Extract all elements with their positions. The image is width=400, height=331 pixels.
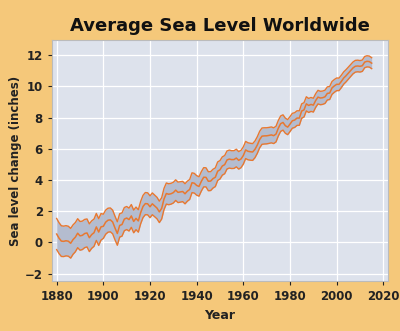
Title: Average Sea Level Worldwide: Average Sea Level Worldwide — [70, 18, 370, 35]
Y-axis label: Sea level change (inches): Sea level change (inches) — [9, 75, 22, 246]
X-axis label: Year: Year — [204, 309, 236, 322]
